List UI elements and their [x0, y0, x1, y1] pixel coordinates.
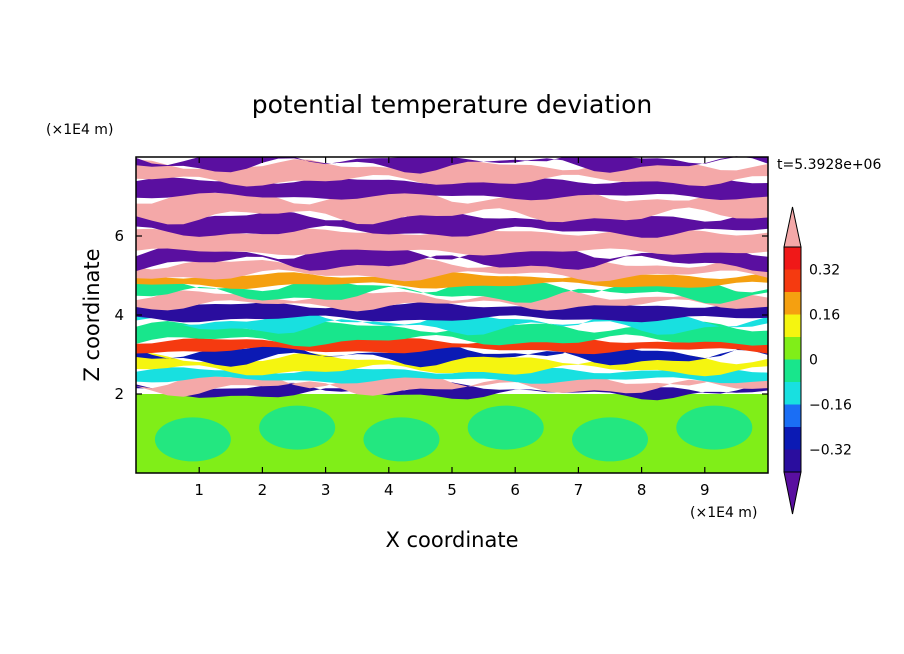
colorbar-segment [784, 449, 801, 472]
field-band [136, 188, 768, 225]
field-blob [676, 405, 753, 450]
colorbar-label: −0.16 [809, 398, 852, 414]
x-axis-label: X coordinate [385, 528, 518, 552]
x-tick-label: 4 [384, 481, 394, 499]
field-blob [467, 405, 544, 450]
chart-title: potential temperature deviation [252, 90, 652, 119]
colorbar-segment [784, 427, 801, 450]
colorbar-extend-bottom [783, 471, 802, 515]
x-tick-label: 8 [637, 481, 647, 499]
field-blob [259, 405, 336, 450]
colorbar-segment [784, 292, 801, 315]
x-tick-label: 1 [194, 481, 204, 499]
colorbar-segment [784, 269, 801, 292]
x-tick-label: 3 [321, 481, 331, 499]
colorbar-label: 0 [809, 353, 818, 369]
colorbar-segment [784, 247, 801, 270]
colorbar-extend-top [783, 206, 802, 248]
x-tick-label: 2 [258, 481, 268, 499]
colorbar-segment [784, 314, 801, 337]
field-band [136, 337, 768, 355]
field-band [136, 228, 768, 256]
field-band [136, 371, 768, 397]
x-tick-label: 9 [700, 481, 710, 499]
field-blob [154, 417, 231, 462]
field-band [136, 257, 768, 282]
colorbar-label: −0.32 [809, 443, 852, 459]
y-tick-label: 2 [114, 385, 124, 403]
colorbar: 0.32 0.16 0 −0.16 −0.32 [783, 206, 852, 515]
colorbar-segment [784, 337, 801, 360]
field-band [136, 177, 768, 201]
field-band [136, 321, 768, 347]
x-tick-label: 5 [447, 481, 457, 499]
x-tick-label: 6 [510, 481, 520, 499]
y-tick-label: 6 [114, 227, 124, 245]
field-band [136, 301, 768, 323]
field-blob [572, 417, 648, 462]
plot-area [136, 156, 768, 473]
y-tick-label: 4 [114, 306, 124, 324]
field-band [136, 367, 768, 384]
colorbar-segment [784, 382, 801, 405]
time-label: t=5.3928e+06 [777, 157, 881, 173]
field-band [136, 156, 768, 174]
y-axis: 2 4 6 [114, 227, 768, 403]
y-unit-label: (×1E4 m) [46, 122, 113, 138]
field-band [136, 244, 768, 273]
field-blob [363, 417, 440, 462]
x-axis: 1 2 3 4 5 6 7 8 9 [194, 157, 710, 499]
x-unit-label: (×1E4 m) [690, 505, 757, 521]
y-axis-label: Z coordinate [80, 248, 104, 381]
colorbar-segment [784, 404, 801, 427]
x-tick-label: 7 [574, 481, 584, 499]
colorbar-label: 0.32 [809, 263, 840, 279]
colorbar-segment [784, 359, 801, 382]
colorbar-label: 0.16 [809, 308, 840, 324]
field-band [136, 394, 768, 473]
